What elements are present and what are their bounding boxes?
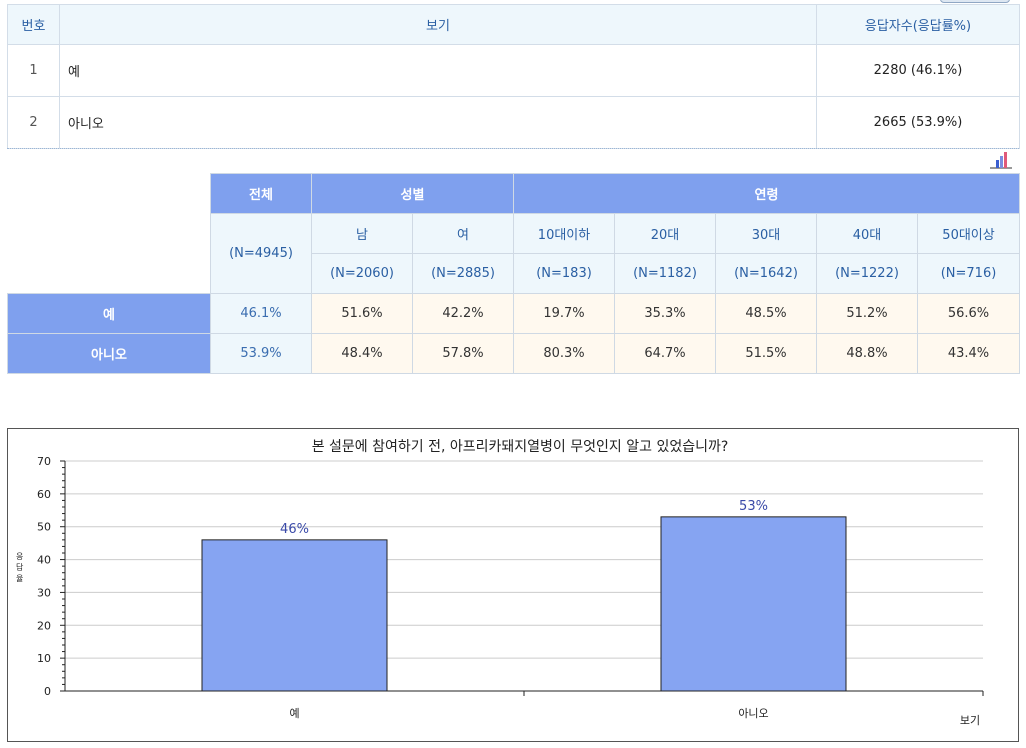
subgroup-label: 50대이상: [917, 213, 1021, 254]
row-value: 57.8%: [411, 333, 515, 374]
subgroup-label: 40대: [816, 213, 919, 254]
subgroup-n: (N=1222): [816, 253, 919, 294]
row-value: 43.4%: [917, 333, 1021, 374]
subgroup-n: (N=716): [917, 253, 1021, 294]
row-total: 46.1%: [210, 293, 312, 334]
y-tick-label: 0: [44, 685, 51, 698]
header-age: 연령: [513, 173, 1021, 214]
row-value: 35.3%: [614, 293, 717, 334]
crosstab-table: 전체 성별 연령 (N=4945) 남 여 10대이하 20대 30대 40대 …: [7, 173, 1021, 374]
x-axis-label: 보기: [960, 714, 980, 727]
header-count: 응답자수(응답률%): [816, 4, 1020, 45]
y-axis-label-char: 율: [16, 574, 23, 583]
header-number: 번호: [7, 4, 60, 45]
total-n: (N=4945): [210, 213, 312, 294]
bar: [201, 539, 388, 692]
table-row: 아니오 53.9% 48.4% 57.8% 80.3% 64.7% 51.5% …: [7, 333, 1021, 374]
subgroup-n: (N=183): [513, 253, 616, 294]
row-option: 예: [59, 44, 817, 97]
table-row: 2 아니오 2665 (53.9%): [7, 96, 1020, 149]
table-row: 예 46.1% 51.6% 42.2% 19.7% 35.3% 48.5% 51…: [7, 293, 1021, 334]
top-tab-button[interactable]: [940, 0, 1010, 3]
data-label: 53%: [739, 499, 768, 514]
subgroup-n: (N=2060): [311, 253, 413, 294]
y-tick-label: 60: [37, 488, 51, 501]
subgroup-n: (N=2885): [411, 253, 515, 294]
bar-chart: 0 10 20 30 40 50 60 70 46% 예 53% 아니오 본 설문에 참여하기 전, …: [7, 428, 1019, 742]
data-label: 46%: [280, 522, 309, 537]
subgroup-label: 10대이하: [513, 213, 616, 254]
row-label: 예: [7, 293, 211, 334]
row-number: 1: [7, 44, 60, 97]
row-value: 19.7%: [513, 293, 616, 334]
x-tick-label: 예: [289, 707, 299, 720]
y-tick-label: 40: [37, 554, 51, 567]
row-value: 48.5%: [715, 293, 818, 334]
y-tick-label: 50: [37, 521, 51, 534]
y-tick-label: 10: [37, 652, 51, 665]
row-label: 아니오: [7, 333, 211, 374]
table-divider: [7, 148, 1019, 149]
subgroup-label: 여: [411, 213, 515, 254]
y-tick-label: 20: [37, 619, 51, 632]
bar-chart-icon[interactable]: [990, 151, 1012, 169]
y-axis-label-char: 응: [16, 552, 23, 561]
table-row: 1 예 2280 (46.1%): [7, 44, 1020, 97]
plot-area: 0 10 20 30 40 50 60 70 46% 예 53% 아니오: [37, 455, 984, 720]
response-table: 번호 보기 응답자수(응답률%) 1 예 2280 (46.1%) 2 아니오 …: [7, 4, 1020, 149]
header-gender: 성별: [310, 173, 515, 214]
header-total: 전체: [210, 173, 312, 214]
subgroup-n: (N=1642): [715, 253, 818, 294]
row-count: 2280 (46.1%): [816, 44, 1020, 97]
row-value: 64.7%: [614, 333, 717, 374]
bar: [660, 516, 847, 692]
subgroup-label: 남: [311, 213, 413, 254]
subgroup-label: 30대: [715, 213, 818, 254]
subgroup-n: (N=1182): [614, 253, 717, 294]
y-axis-label-char: 답: [16, 562, 24, 572]
header-option: 보기: [59, 4, 817, 45]
row-option: 아니오: [59, 96, 817, 149]
row-value: 56.6%: [917, 293, 1021, 334]
chart-title: 본 설문에 참여하기 전, 아프리카돼지열병이 무엇인지 알고 있었습니까?: [312, 439, 729, 455]
row-value: 51.6%: [311, 293, 413, 334]
corner-cell: [7, 173, 211, 294]
row-value: 51.2%: [816, 293, 919, 334]
row-value: 48.8%: [816, 333, 919, 374]
row-total: 53.9%: [210, 333, 312, 374]
response-table-header: 번호 보기 응답자수(응답률%): [7, 4, 1020, 45]
y-tick-label: 70: [37, 455, 51, 468]
x-tick-label: 아니오: [738, 707, 768, 720]
row-value: 80.3%: [513, 333, 616, 374]
row-value: 48.4%: [311, 333, 413, 374]
chart-canvas: 0 10 20 30 40 50 60 70 46% 예 53% 아니오 본 설문에 참여하기 전, …: [16, 439, 984, 727]
row-count: 2665 (53.9%): [816, 96, 1020, 149]
y-tick-label: 30: [37, 586, 51, 599]
row-value: 42.2%: [411, 293, 515, 334]
row-value: 51.5%: [715, 333, 818, 374]
row-number: 2: [7, 96, 60, 149]
subgroup-label: 20대: [614, 213, 717, 254]
